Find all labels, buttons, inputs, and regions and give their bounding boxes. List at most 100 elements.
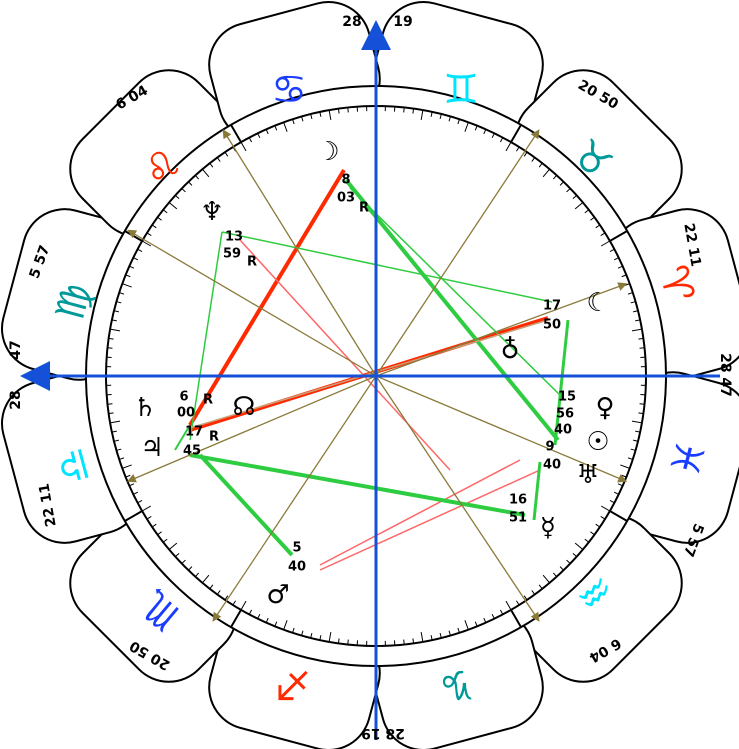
- degree-tick: [125, 274, 131, 278]
- degree-tick: [531, 157, 536, 162]
- mercury-glyph: ☿: [540, 513, 556, 543]
- degree-ticks: [106, 106, 646, 646]
- degree-tick: [620, 464, 630, 469]
- degree-tick: [209, 584, 214, 590]
- planet-degree-label: R: [209, 430, 219, 445]
- degree-tick: [194, 175, 200, 180]
- degree-tick: [129, 265, 135, 269]
- arrow-line: [222, 129, 377, 377]
- node-glyph: ☊: [232, 392, 255, 422]
- degree-tick: [630, 301, 636, 304]
- degree-tick: [516, 146, 520, 152]
- degree-tick: [188, 566, 193, 571]
- degree-tick: [301, 116, 304, 122]
- arrow-line: [127, 229, 377, 377]
- degree-tick: [627, 457, 633, 460]
- degree-tick: [248, 609, 253, 615]
- aspect-line: [188, 168, 346, 427]
- degree-tick: [141, 240, 152, 247]
- mars-glyph: ♂: [266, 580, 289, 610]
- degree-tick: [122, 283, 132, 288]
- degree-tick: [224, 595, 229, 601]
- degree-tick: [113, 439, 119, 442]
- degree-tick: [639, 347, 645, 349]
- degree-tick: [635, 430, 641, 433]
- degree-tick: [566, 559, 571, 564]
- planet-degree-label: 16: [509, 493, 527, 508]
- neptune-glyph: ♆: [200, 197, 223, 227]
- degree-tick: [146, 232, 152, 236]
- degree-tick: [175, 194, 180, 200]
- planet-degree-label: 9: [545, 440, 554, 455]
- degree-tick: [209, 162, 214, 168]
- degree-tick: [129, 483, 135, 487]
- planet-degree-label: 40: [288, 560, 306, 575]
- degree-tick: [337, 108, 340, 114]
- degree-tick: [590, 531, 595, 536]
- zodiac-sign-glyph: ♑: [439, 661, 475, 707]
- degree-tick: [499, 137, 504, 143]
- house-cusp-line: [510, 609, 522, 628]
- venus-glyph: ♀: [595, 393, 614, 423]
- degree-tick: [464, 620, 469, 630]
- degree-tick: [552, 175, 558, 180]
- degree-tick: [491, 613, 495, 619]
- degree-tick: [141, 505, 152, 512]
- degree-tick: [633, 439, 639, 442]
- degree-tick: [584, 538, 590, 543]
- planet-degree-label: 15: [558, 390, 576, 405]
- aspect-line: [239, 239, 451, 471]
- degree-tick: [248, 137, 253, 143]
- sun-glyph: ☉: [586, 427, 609, 457]
- degree-tick: [310, 633, 313, 639]
- aspect-line: [189, 231, 223, 441]
- arrow-line: [375, 375, 540, 622]
- degree-tick: [538, 162, 543, 168]
- degree-tick: [107, 347, 113, 349]
- degree-tick: [542, 574, 550, 584]
- moon-node-glyph: ☾: [586, 288, 609, 318]
- degree-tick: [403, 639, 405, 645]
- house-cusp-label: 28 47: [717, 353, 733, 397]
- planet-degree-label: 59: [223, 247, 241, 262]
- zodiac-sign-glyph: ♐: [275, 661, 311, 707]
- planet-degree-label: 40: [554, 423, 572, 438]
- degree-tick: [474, 125, 478, 131]
- degree-tick: [448, 116, 451, 122]
- planet-degree-label: 17: [185, 425, 203, 440]
- jupiter-glyph: ♃: [140, 433, 163, 463]
- arrow-line: [375, 375, 628, 483]
- aspect-lines: [174, 168, 570, 571]
- degree-tick: [439, 633, 442, 639]
- arrow-line: [375, 129, 540, 377]
- house-cusp-line: [230, 609, 242, 628]
- degree-tick: [202, 168, 210, 178]
- degree-tick: [283, 620, 288, 630]
- degree-tick: [162, 538, 168, 543]
- degree-tick: [265, 617, 269, 623]
- degree-tick: [531, 590, 536, 595]
- zodiac-sign-glyph: ♊: [443, 67, 479, 113]
- degree-tick: [232, 146, 236, 152]
- degree-tick: [566, 188, 571, 193]
- zodiac-sign-glyph: ♋: [271, 67, 307, 113]
- degree-tick: [559, 566, 564, 571]
- degree-tick: [457, 627, 460, 633]
- aspect-line: [189, 453, 526, 517]
- degree-tick: [111, 430, 117, 433]
- arrow-line: [126, 375, 377, 483]
- degree-tick: [538, 584, 543, 590]
- degree-tick: [483, 617, 487, 623]
- degree-tick: [216, 157, 221, 162]
- degree-tick: [638, 412, 644, 415]
- degree-tick: [337, 638, 340, 644]
- house-cusp-label: 19: [393, 14, 412, 30]
- degree-tick: [224, 151, 229, 157]
- degree-tick: [572, 552, 577, 558]
- house-cusp-label: 28 19: [361, 725, 405, 741]
- degree-tick: [523, 595, 528, 601]
- degree-tick: [119, 292, 125, 295]
- house-cusp-line: [124, 510, 143, 522]
- degree-tick: [457, 119, 460, 125]
